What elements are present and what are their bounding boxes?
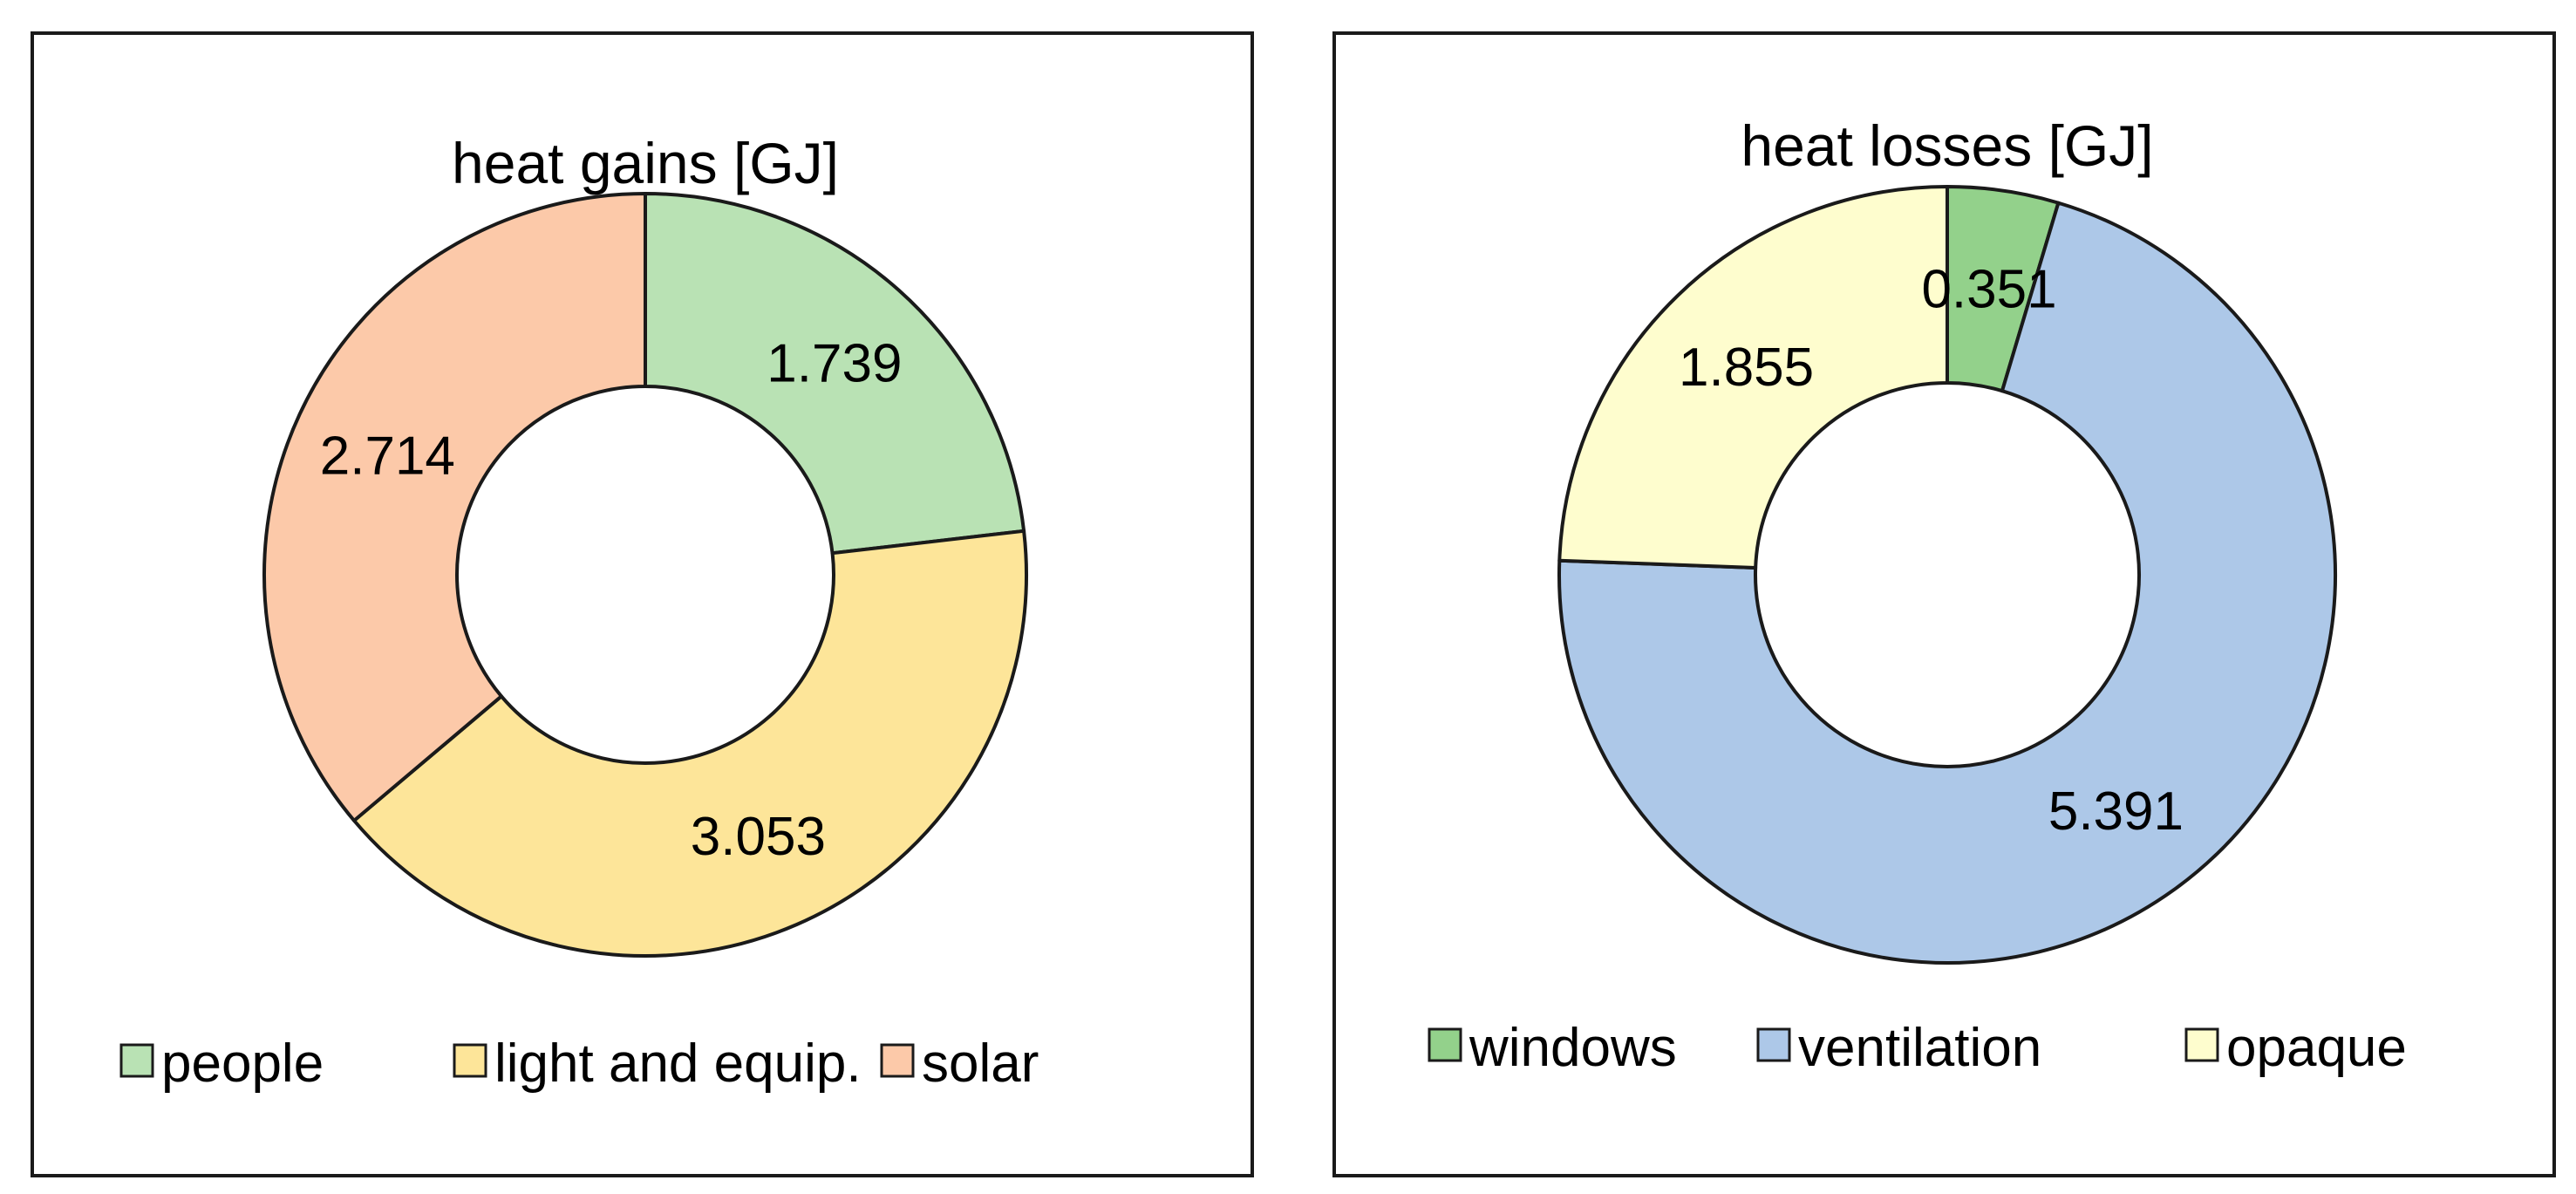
- heat-losses-legend: windows ventilation opaque: [1428, 1018, 2407, 1078]
- heat-gains-legend-swatch-solar: [880, 1043, 915, 1078]
- heat-gains-slice-people: [644, 192, 1026, 556]
- heat-losses-legend-swatch-windows: [1428, 1027, 1462, 1062]
- heat-losses-slice-ventilation: [1557, 201, 2337, 965]
- heat-gains-legend-label-people: people: [161, 1034, 324, 1094]
- heat-gains-value-labels: 1.739 3.053 2.714: [320, 334, 903, 868]
- heat-losses-legend-swatch-ventilation: [1756, 1027, 1791, 1062]
- heat-losses-legend-label-ventilation: ventilation: [1798, 1018, 2041, 1078]
- heat-gains-slice-solar: [262, 192, 647, 822]
- heat-losses-title: heat losses [GJ]: [1741, 113, 2153, 178]
- heat-losses-data-label-windows: 0.351: [1921, 259, 2056, 319]
- heat-gains-donut-chart: heat gains [GJ] 1.739 3.053 2.714 people li…: [119, 131, 1039, 1094]
- heat-losses-legend-label-windows: windows: [1469, 1018, 1677, 1078]
- heat-gains-chart-panel: heat gains [GJ] 1.739 3.053 2.714 people li…: [31, 31, 1254, 1177]
- heat-gains-data-label-light-and-equip: 3.053: [691, 807, 826, 867]
- heat-gains-title: heat gains [GJ]: [452, 131, 839, 195]
- heat-losses-legend-label-opaque: opaque: [2226, 1018, 2407, 1078]
- heat-losses-chart-panel: heat losses [GJ] 0.351 5.391 1.855 windows…: [1332, 31, 2556, 1177]
- heat-losses-value-labels: 0.351 5.391 1.855: [1679, 259, 2184, 841]
- heat-gains-legend-swatch-light-and-equip: [453, 1043, 487, 1078]
- heat-losses-data-label-opaque: 1.855: [1679, 338, 1814, 398]
- heat-gains-legend: people light and equip. solar: [119, 1034, 1039, 1094]
- heat-losses-slices: [1557, 185, 2337, 965]
- heat-losses-slice-opaque: [1557, 185, 1949, 570]
- heat-gains-legend-label-solar: solar: [922, 1034, 1039, 1094]
- heat-losses-donut-chart: heat losses [GJ] 0.351 5.391 1.855 windows…: [1428, 113, 2407, 1078]
- heat-gains-legend-label-light-and-equip: light and equip.: [494, 1034, 862, 1094]
- heat-losses-legend-swatch-opaque: [2184, 1027, 2219, 1062]
- heat-gains-data-label-people: 1.739: [767, 334, 902, 394]
- heat-gains-slices: [262, 192, 1028, 958]
- heat-gains-legend-swatch-people: [119, 1043, 154, 1078]
- heat-losses-data-label-ventilation: 5.391: [2048, 781, 2184, 842]
- heat-gains-slice-light-and-equip: [352, 529, 1028, 958]
- heat-gains-data-label-solar: 2.714: [320, 426, 455, 487]
